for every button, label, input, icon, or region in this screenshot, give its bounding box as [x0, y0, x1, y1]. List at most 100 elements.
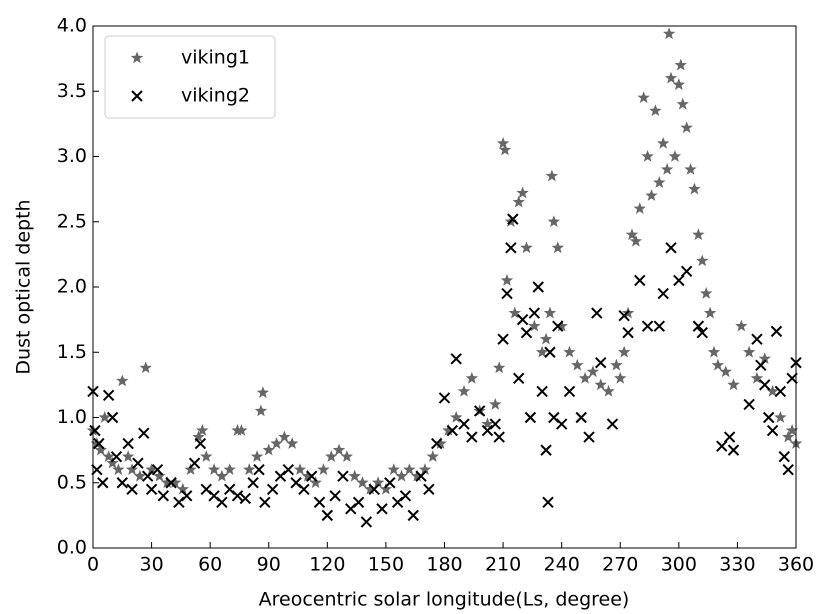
point [235, 424, 248, 436]
point [716, 440, 728, 452]
point [595, 356, 607, 369]
point [116, 477, 128, 489]
y-tick-label: 1.5 [57, 341, 87, 363]
point [653, 176, 666, 188]
point [145, 463, 158, 475]
point [395, 469, 408, 482]
y-axis-label: Dust optical depth [13, 199, 35, 374]
point [253, 463, 265, 476]
point [457, 384, 471, 397]
point [376, 503, 388, 515]
point [102, 389, 115, 402]
point [184, 463, 197, 475]
point [606, 418, 619, 430]
point [399, 490, 412, 502]
point [520, 241, 533, 254]
point [438, 392, 451, 404]
y-tick-label: 3.5 [57, 80, 87, 102]
point [446, 424, 459, 437]
point [133, 469, 147, 482]
point [493, 361, 506, 374]
point [340, 450, 354, 462]
point [286, 437, 299, 449]
point [93, 437, 105, 450]
point [139, 361, 152, 374]
point [141, 470, 154, 482]
point [542, 496, 554, 509]
point [645, 189, 658, 201]
x-tick-label: 360 [778, 554, 814, 576]
point [434, 437, 447, 449]
point [321, 509, 334, 522]
point [641, 150, 654, 162]
point [501, 287, 513, 300]
point [426, 450, 439, 462]
point [563, 385, 576, 398]
point [602, 384, 615, 397]
point [161, 476, 174, 489]
point [254, 404, 268, 417]
point [313, 496, 326, 509]
point [384, 477, 396, 489]
point [545, 169, 559, 182]
point [664, 71, 678, 84]
point [633, 202, 646, 214]
point [665, 242, 677, 254]
x-tick-label: 120 [309, 554, 345, 576]
point [535, 345, 549, 358]
point [181, 490, 193, 502]
point [368, 483, 380, 495]
point [649, 104, 662, 117]
point [110, 450, 123, 463]
y-tick-label: 2.5 [57, 210, 87, 232]
point [662, 27, 676, 40]
x-tick-label: 180 [426, 554, 462, 576]
point [165, 477, 177, 489]
legend-label: viking2 [181, 85, 250, 107]
point [415, 470, 427, 482]
point [555, 319, 568, 332]
point [89, 424, 101, 437]
point [497, 333, 509, 345]
point [293, 463, 307, 475]
x-tick-label: 240 [544, 554, 580, 576]
point [194, 437, 207, 450]
point [673, 274, 685, 287]
point [132, 457, 144, 469]
point [112, 463, 125, 475]
point [216, 496, 228, 509]
x-tick-label: 330 [719, 554, 755, 576]
point [618, 310, 630, 322]
point [496, 136, 510, 149]
point [94, 443, 107, 456]
point [126, 483, 138, 495]
point [778, 450, 790, 463]
point [766, 384, 779, 397]
point [442, 424, 455, 436]
x-tick-label: 90 [257, 554, 281, 576]
point [278, 430, 291, 443]
point [168, 476, 182, 489]
point [692, 228, 705, 241]
x-tick-label: 210 [485, 554, 521, 576]
point [200, 450, 213, 462]
x-tick-label: 300 [661, 554, 697, 576]
point [410, 469, 424, 482]
point [489, 418, 501, 430]
point [719, 365, 732, 378]
point [493, 431, 505, 443]
point [520, 326, 533, 339]
point [735, 319, 748, 332]
point [450, 353, 462, 365]
point [91, 463, 103, 476]
point [466, 431, 478, 443]
point [727, 444, 740, 456]
point [507, 213, 519, 225]
point [774, 385, 787, 398]
point [325, 450, 338, 462]
point [125, 463, 139, 475]
point [578, 371, 592, 384]
x-tick-label: 150 [368, 554, 404, 576]
point [151, 463, 164, 476]
point [657, 287, 669, 300]
